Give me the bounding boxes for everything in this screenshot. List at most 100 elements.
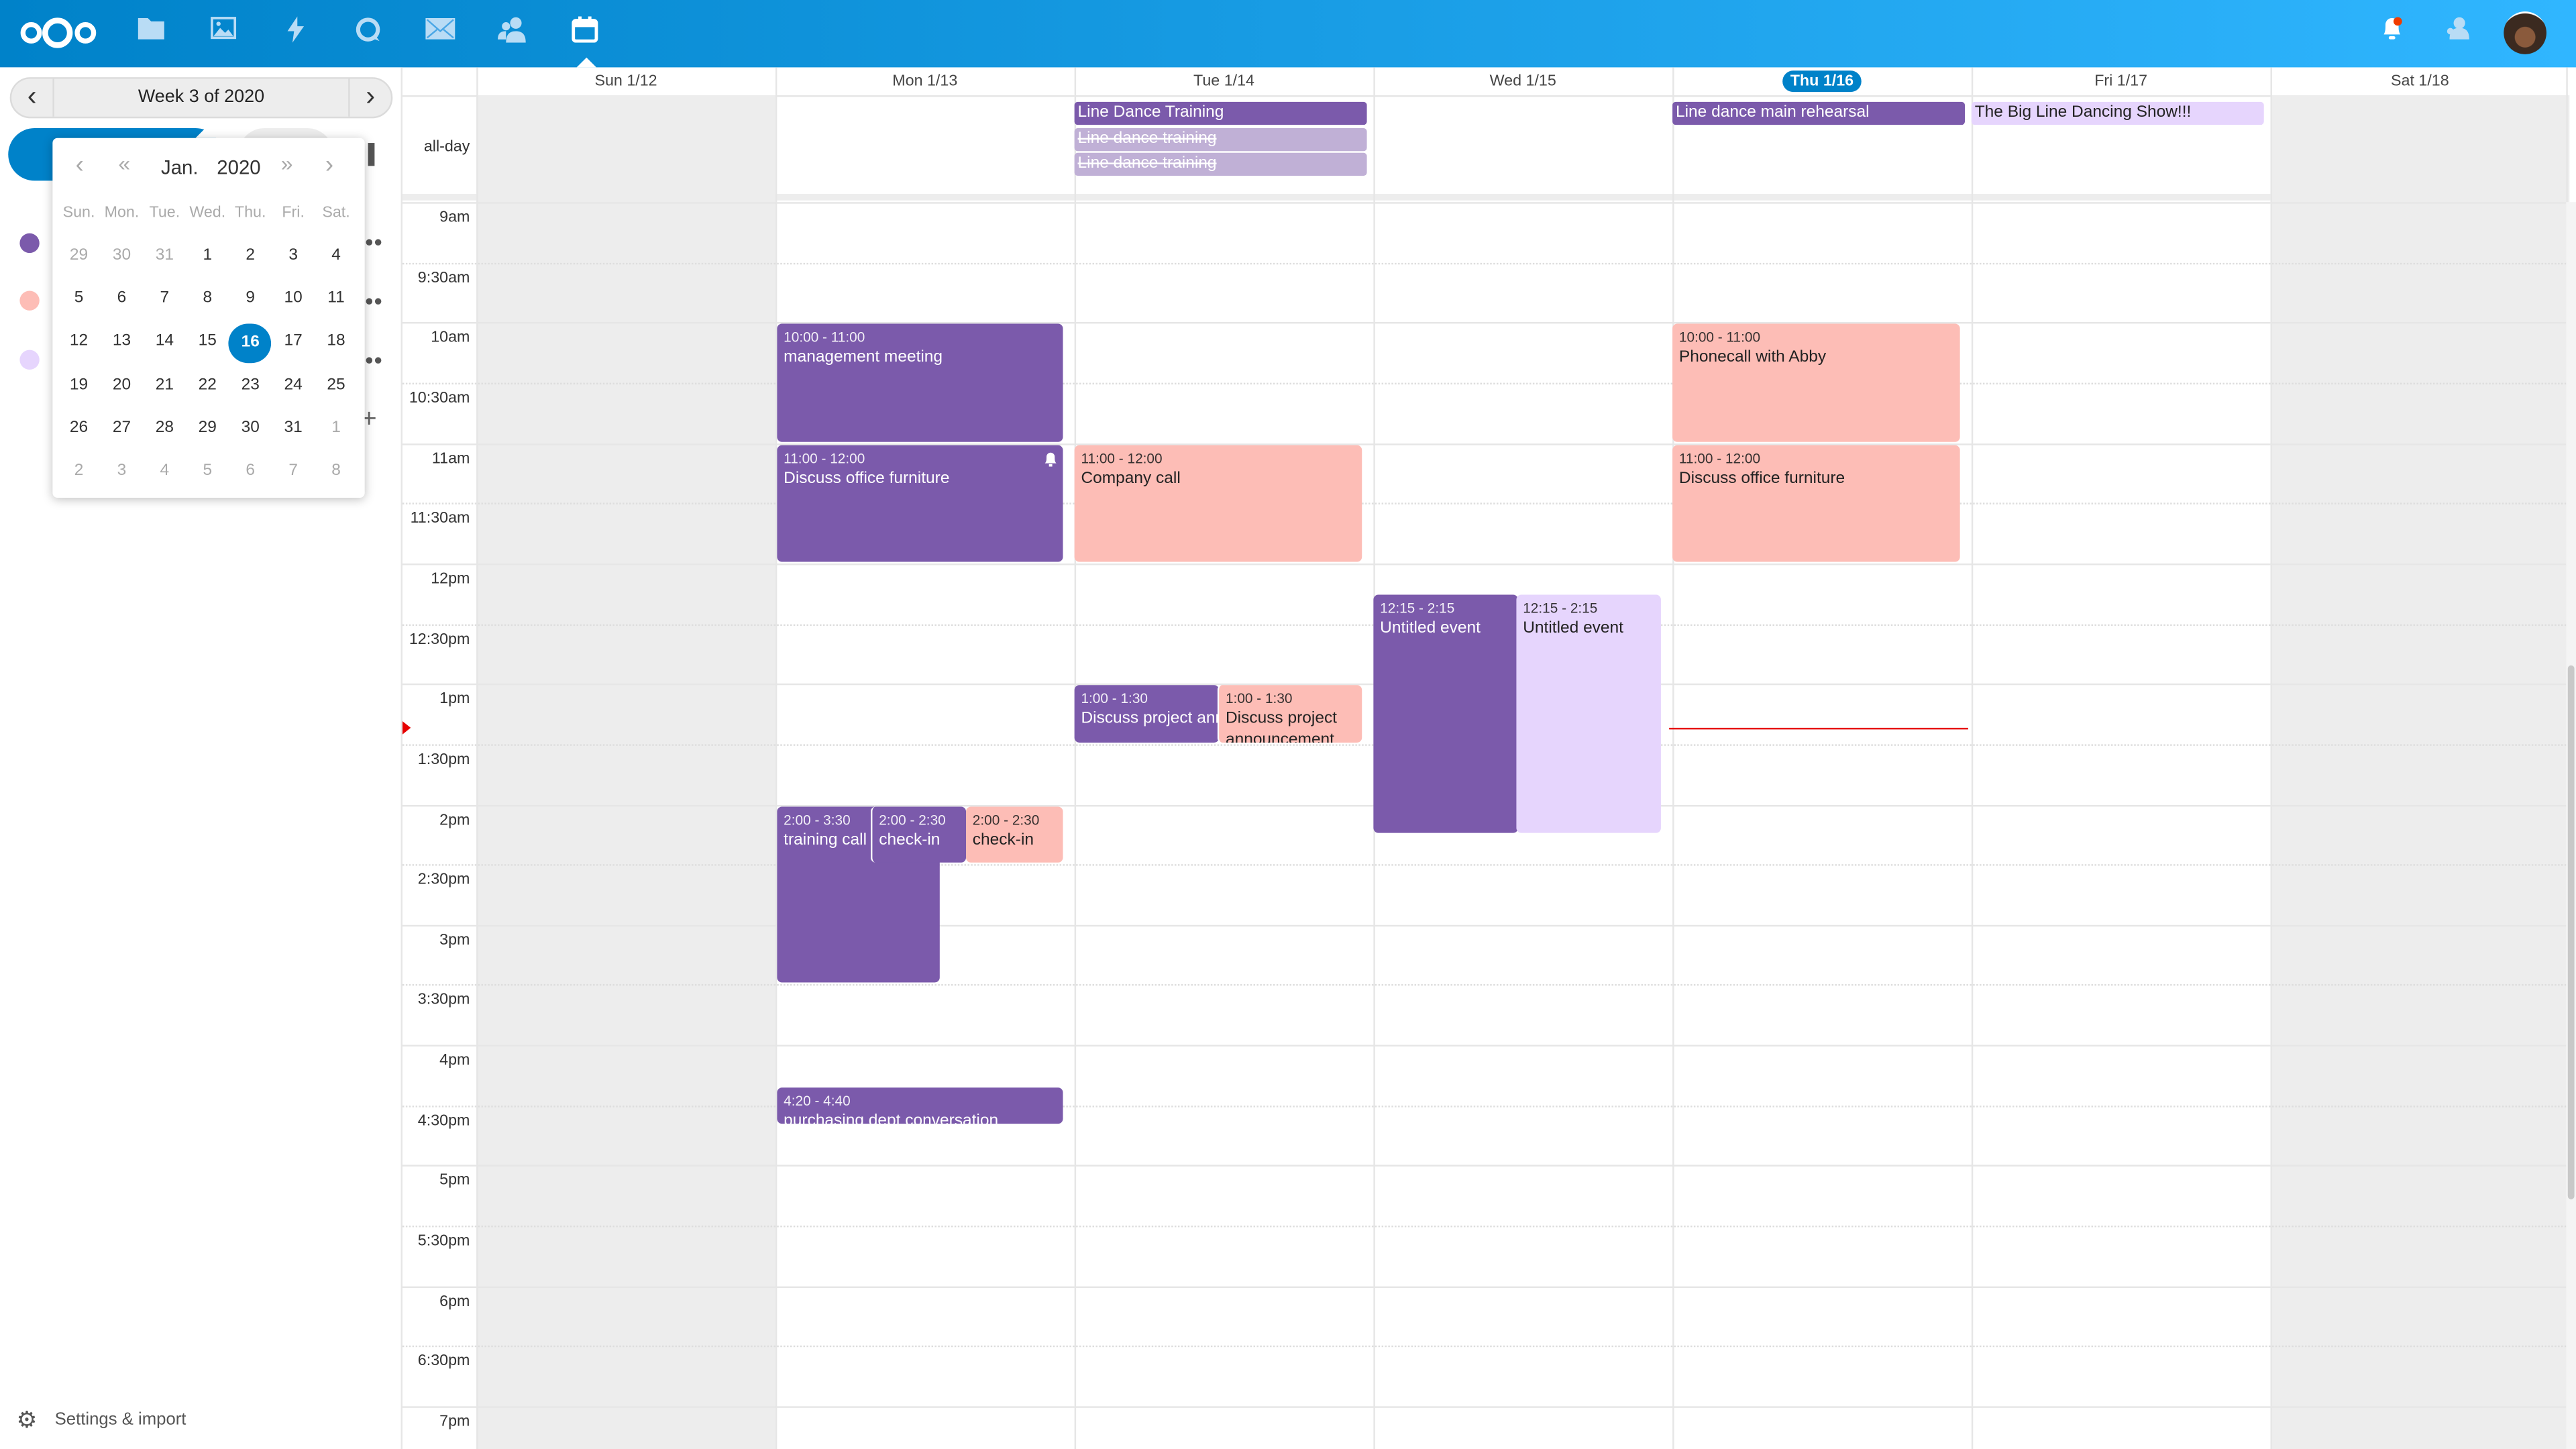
- event-time: 10:00 - 11:00: [784, 329, 865, 346]
- calendar-event[interactable]: 10:00 - 11:00 Phonecall with Abby: [1672, 324, 1960, 441]
- previous-year-button[interactable]: «: [118, 151, 131, 176]
- calendar-event[interactable]: 2:00 - 2:30 check-in: [870, 806, 967, 863]
- calendar-event[interactable]: 11:00 - 12:00 Company call: [1074, 444, 1362, 562]
- previous-week-button[interactable]: ‹: [11, 78, 54, 117]
- day-header[interactable]: Mon 1/13: [775, 67, 1075, 95]
- datepicker-day[interactable]: 22: [198, 375, 217, 394]
- datepicker-day[interactable]: 1: [203, 246, 213, 265]
- mail-icon[interactable]: [424, 16, 457, 49]
- datepicker-day[interactable]: 30: [112, 246, 131, 265]
- datepicker-day[interactable]: 20: [112, 375, 131, 394]
- allday-event[interactable]: Line dance training: [1074, 128, 1367, 152]
- calendar-event[interactable]: 4:20 - 4:40 purchasing dept conversation: [777, 1087, 1063, 1124]
- day-column: [476, 67, 478, 1449]
- datepicker-day[interactable]: 29: [69, 246, 89, 265]
- calendar-event[interactable]: 1:00 - 1:30 Discuss project announcement: [1074, 685, 1220, 743]
- datepicker-day[interactable]: 29: [198, 418, 217, 437]
- datepicker-day[interactable]: 19: [69, 375, 89, 394]
- calendar-color-dot[interactable]: [19, 350, 40, 370]
- photos-icon[interactable]: [207, 16, 240, 49]
- datepicker-day[interactable]: 12: [69, 332, 89, 351]
- previous-month-button[interactable]: ‹: [75, 151, 84, 179]
- datepicker-day[interactable]: 31: [284, 418, 303, 437]
- day-header[interactable]: Sat 1/18: [2271, 67, 2570, 95]
- datepicker-month[interactable]: Jan.: [161, 156, 199, 179]
- datepicker-day[interactable]: 10: [284, 289, 303, 308]
- calendar-event[interactable]: 1:00 - 1:30 Discuss project announcement: [1217, 685, 1362, 743]
- datepicker-day[interactable]: 27: [112, 418, 131, 437]
- notifications-icon[interactable]: [2375, 16, 2408, 49]
- vertical-scrollbar[interactable]: [2566, 202, 2576, 1449]
- allday-event[interactable]: Line dance main rehearsal: [1672, 101, 1966, 125]
- add-calendar-icon[interactable]: +: [361, 405, 377, 434]
- contacts-icon[interactable]: [496, 16, 529, 49]
- datepicker-day[interactable]: 2: [246, 246, 256, 265]
- datepicker-day[interactable]: 3: [117, 462, 127, 480]
- datepicker-day[interactable]: 31: [155, 246, 174, 265]
- day-header[interactable]: Tue 1/14: [1075, 67, 1374, 95]
- datepicker-year[interactable]: 2020: [217, 156, 261, 179]
- datepicker-day[interactable]: 16: [229, 324, 272, 364]
- calendar-event[interactable]: 11:00 - 12:00 Discuss office furniture: [777, 444, 1063, 562]
- week-label[interactable]: Week 3 of 2020: [138, 87, 265, 107]
- allday-event[interactable]: The Big Line Dancing Show!!!: [1971, 101, 2264, 125]
- next-month-button[interactable]: ›: [325, 151, 334, 179]
- datepicker-day[interactable]: 5: [203, 462, 213, 480]
- calendar-event[interactable]: 12:15 - 2:15 Untitled event: [1373, 595, 1518, 833]
- day-header[interactable]: Fri 1/17: [1972, 67, 2271, 95]
- datepicker-day[interactable]: 24: [284, 375, 303, 394]
- datepicker-day[interactable]: 17: [284, 332, 303, 351]
- allday-event[interactable]: Line Dance Training: [1074, 101, 1367, 125]
- datepicker-day[interactable]: 8: [203, 289, 213, 308]
- datepicker-day[interactable]: 15: [198, 332, 217, 351]
- datepicker-day[interactable]: 1: [331, 418, 341, 437]
- logo-icon[interactable]: [18, 16, 100, 49]
- datepicker-day[interactable]: 23: [241, 375, 260, 394]
- datepicker-day[interactable]: 25: [327, 375, 345, 394]
- avatar[interactable]: [2504, 11, 2546, 54]
- calendar-color-dot[interactable]: [19, 290, 40, 311]
- allday-event[interactable]: Line dance training: [1074, 152, 1367, 176]
- event-time: 1:00 - 1:30: [1081, 690, 1148, 707]
- calendar-color-dot[interactable]: [19, 233, 40, 254]
- datepicker-day[interactable]: 14: [155, 332, 174, 351]
- datepicker-day[interactable]: 8: [331, 462, 341, 480]
- datepicker-day[interactable]: 21: [155, 375, 174, 394]
- calendar-event[interactable]: 2:00 - 2:30 check-in: [966, 806, 1063, 863]
- datepicker-day[interactable]: 28: [155, 418, 174, 437]
- scrollbar-thumb[interactable]: [2567, 665, 2575, 1199]
- day-header[interactable]: Wed 1/15: [1373, 67, 1672, 95]
- datepicker-day[interactable]: 26: [69, 418, 89, 437]
- datepicker-day[interactable]: 4: [331, 246, 341, 265]
- datepicker-day[interactable]: 30: [241, 418, 260, 437]
- datepicker-day[interactable]: 6: [117, 289, 127, 308]
- datepicker-day[interactable]: 4: [160, 462, 170, 480]
- datepicker-day[interactable]: 18: [327, 332, 345, 351]
- calendar-actions-icon[interactable]: ●●: [364, 352, 383, 368]
- day-header[interactable]: Thu 1/16: [1672, 67, 1972, 95]
- settings-import-button[interactable]: ⚙ Settings & import: [16, 1406, 186, 1432]
- datepicker-day[interactable]: 6: [246, 462, 256, 480]
- files-icon[interactable]: [135, 16, 168, 49]
- next-year-button[interactable]: »: [280, 151, 293, 176]
- next-week-button[interactable]: ›: [348, 78, 391, 117]
- day-header[interactable]: Sun 1/12: [476, 67, 775, 95]
- calendar-icon[interactable]: [568, 16, 601, 49]
- datepicker-day[interactable]: 7: [288, 462, 298, 480]
- datepicker-day[interactable]: 9: [246, 289, 256, 308]
- calendar-actions-icon[interactable]: ●●: [364, 233, 383, 250]
- datepicker-day[interactable]: 5: [74, 289, 84, 308]
- datepicker-day[interactable]: 13: [112, 332, 131, 351]
- scroll-handle[interactable]: [368, 143, 375, 166]
- calendar-event[interactable]: 10:00 - 11:00 management meeting: [777, 324, 1063, 441]
- calendar-event[interactable]: 11:00 - 12:00 Discuss office furniture: [1672, 444, 1960, 562]
- datepicker-day[interactable]: 2: [74, 462, 84, 480]
- talk-icon[interactable]: [352, 16, 384, 49]
- contacts-menu-icon[interactable]: [2441, 16, 2474, 49]
- datepicker-day[interactable]: 3: [288, 246, 298, 265]
- activity-icon[interactable]: [279, 16, 312, 49]
- datepicker-day[interactable]: 11: [327, 289, 345, 308]
- datepicker-day[interactable]: 7: [160, 289, 170, 308]
- calendar-actions-icon[interactable]: ●●: [364, 292, 383, 309]
- calendar-event[interactable]: 12:15 - 2:15 Untitled event: [1516, 595, 1661, 833]
